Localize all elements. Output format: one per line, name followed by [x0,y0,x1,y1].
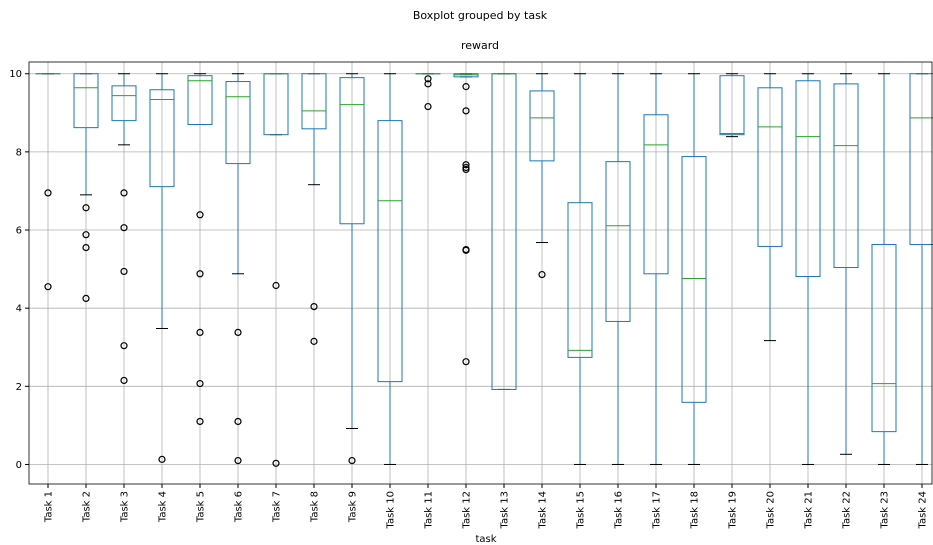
flier [82,294,90,302]
flier [272,281,280,290]
flier [120,267,128,276]
flier [44,189,52,197]
x-tick-label: Task 17 [652,491,663,530]
flier [538,270,546,279]
flier [120,189,128,197]
x-tick-label: Task 1 [44,491,55,523]
flier [348,456,356,465]
y-tick-label: 6 [16,226,22,237]
flier [120,376,128,385]
x-tick-label: Task 20 [766,491,777,530]
x-tick-label: Task 19 [728,491,739,530]
x-tick-label: Task 7 [272,491,283,523]
x-tick-label: Task 16 [614,491,625,530]
box [681,156,707,403]
box [871,243,897,433]
flier [82,204,90,212]
flier [234,328,242,336]
x-axis-label: task [475,534,496,545]
x-tick-label: Task 13 [500,491,511,530]
y-tick-label: 10 [9,69,22,80]
chart-title: Boxplot grouped by task [413,9,548,22]
x-tick-label: Task 15 [576,491,587,530]
flier [82,244,90,252]
x-tick-label: Task 4 [158,491,169,523]
y-tick-label: 8 [16,147,22,158]
flier [158,455,166,463]
y-tick-label: 2 [16,382,22,393]
flier [424,80,432,88]
flier [196,270,204,278]
box [339,77,365,225]
box [111,85,137,122]
y-tick-label: 4 [16,304,22,315]
x-tick-label: Task 10 [386,491,397,530]
flier [462,161,470,169]
box [567,202,593,358]
flier [462,107,470,115]
plot-frame [28,61,933,485]
flier [196,328,204,336]
flier [196,417,204,426]
flier [310,337,318,345]
flier [462,83,470,91]
x-tick-label: Task 5 [196,491,207,523]
flier [272,459,280,467]
box [301,73,327,130]
x-tick-label: Task 3 [120,491,131,523]
x-tick-label: Task 6 [234,491,245,523]
x-tick-label: Task 21 [804,491,815,530]
x-tick-label: Task 11 [424,491,435,530]
x-tick-label: Task 22 [842,491,853,530]
x-tick-label: Task 14 [538,491,549,530]
box [757,87,783,247]
flier [462,358,470,366]
box [225,81,251,165]
flier [234,456,242,465]
box [377,120,403,383]
flier [424,102,432,111]
box [795,80,821,278]
box [149,89,175,188]
flier [424,75,432,83]
flier [462,246,470,254]
flier [82,231,90,239]
flier [462,165,470,174]
flier [120,342,128,350]
box [643,114,669,275]
box [187,75,213,126]
flier [120,224,128,232]
flier [196,211,204,219]
box [719,75,745,136]
box [73,73,99,129]
x-tick-label: Task 18 [690,491,701,530]
x-tick-label: Task 23 [880,491,891,530]
flier [196,379,204,388]
box [833,83,859,269]
flier [310,303,318,311]
x-tick-label: Task 8 [310,491,321,523]
box [909,73,933,245]
box [529,90,555,162]
x-tick-label: Task 12 [462,491,473,530]
x-tick-label: Task 9 [348,491,359,523]
x-tick-label: Task 24 [918,491,929,530]
flier [44,283,52,291]
box [605,161,631,322]
flier [234,417,242,426]
y-tick-label: 0 [16,460,22,471]
x-tick-label: Task 2 [82,491,93,523]
chart-subtitle: reward [461,39,499,52]
